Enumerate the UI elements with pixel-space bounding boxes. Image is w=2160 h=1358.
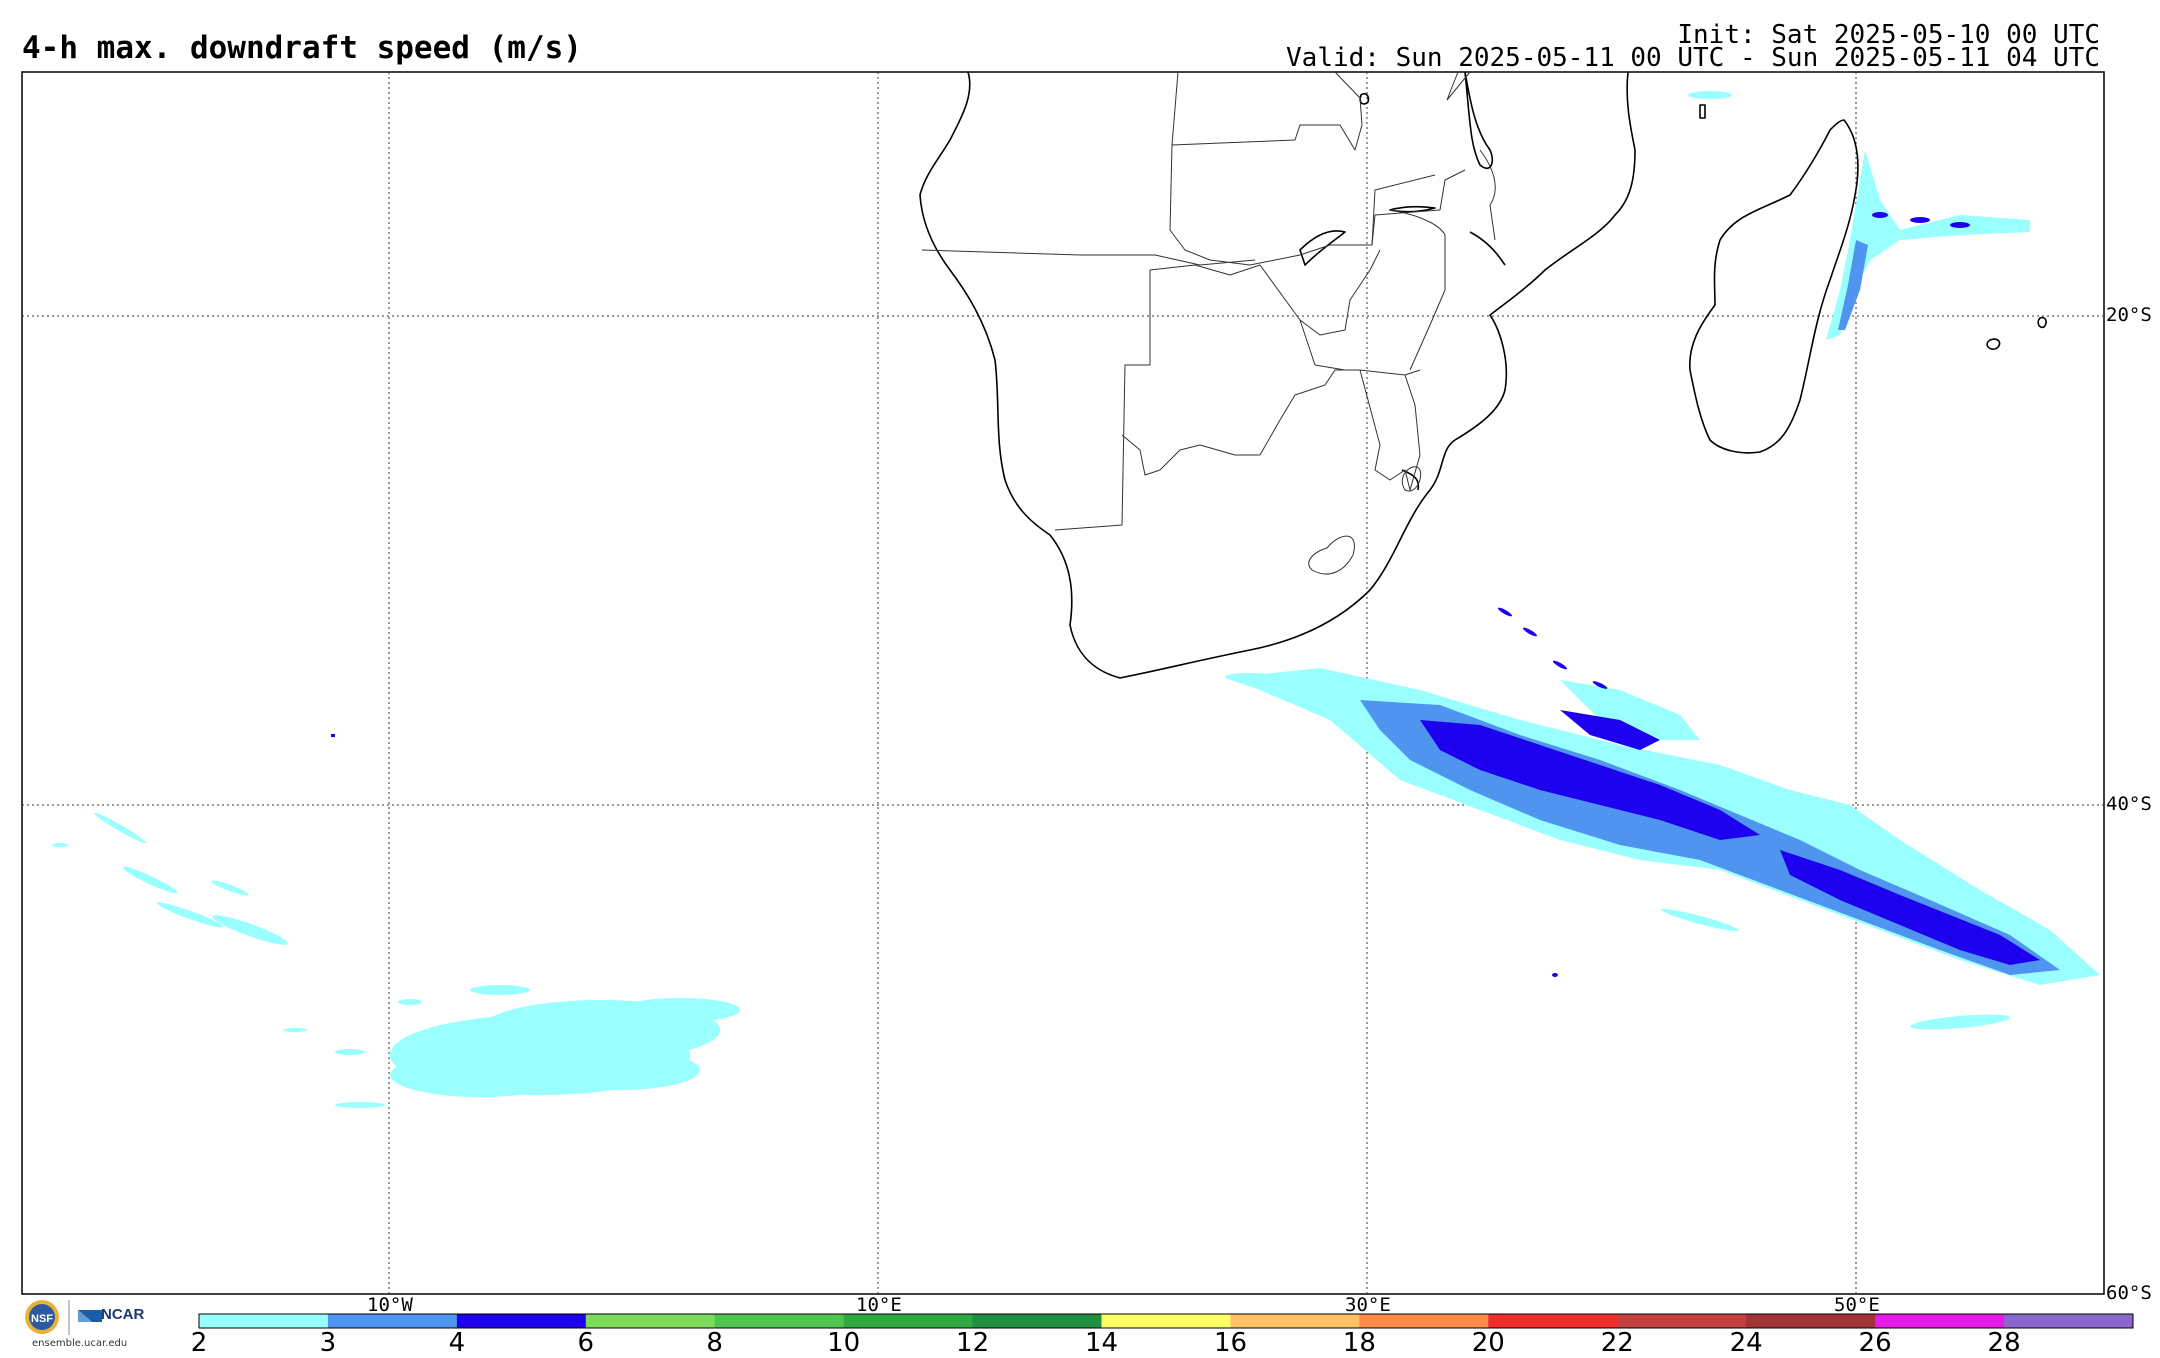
colorbar-tick-label: 18: [1342, 1328, 1376, 1358]
colorbar-tick-label: 6: [577, 1328, 595, 1358]
ncar-logo-text: NCAR: [101, 1306, 145, 1323]
colorbar-swatch: [456, 1314, 587, 1328]
colorbar-swatch: [972, 1314, 1102, 1328]
lat-label-60s: 60°S: [2106, 1282, 2152, 1304]
colorbar-tick-label: 4: [448, 1328, 466, 1358]
colorbar-swatch: [1617, 1314, 1747, 1328]
nsf-logo: NSF: [25, 1300, 59, 1334]
coastlines: [919, 71, 2047, 679]
colorbar-swatch: [199, 1314, 329, 1328]
map-frame: [21, 71, 2105, 1295]
ncar-logo-mark: [78, 1310, 102, 1322]
colorbar-tick-label: 12: [956, 1328, 990, 1358]
colorbar-swatch: [714, 1314, 845, 1328]
downdraft-madagascar: [1688, 91, 2030, 340]
valid-time: Valid: Sun 2025-05-11 00 UTC - Sun 2025-…: [1286, 43, 2100, 73]
colorbar-tick-label: 14: [1084, 1328, 1119, 1358]
colorbar-swatch: [1359, 1314, 1489, 1328]
colorbar-tick-label: 8: [706, 1328, 723, 1358]
lon-label-30e: 30°E: [1345, 1294, 1391, 1316]
colorbar-tick-label: 10: [827, 1328, 861, 1358]
colorbar-frame: [198, 1313, 2134, 1329]
lon-label-50e: 50°E: [1834, 1294, 1880, 1316]
colorbar-tick-label: 26: [1858, 1328, 1892, 1358]
lat-label-20s: 20°S: [2106, 304, 2152, 326]
colorbar-tick-label: 20: [1471, 1328, 1505, 1358]
colorbar-swatch: [2004, 1314, 2134, 1328]
colorbar-tick-label: 3: [319, 1328, 337, 1358]
colorbar-tick-label: 22: [1600, 1328, 1634, 1358]
downdraft-speck: [331, 734, 335, 737]
colorbar-swatch: [585, 1314, 716, 1328]
downdraft-patch-west: [52, 812, 740, 1108]
colorbar-swatch: [1746, 1314, 1876, 1328]
country-borders: [921, 71, 1496, 575]
colorbar-swatch: [1875, 1314, 2005, 1328]
lon-label-10e: 10°E: [856, 1294, 902, 1316]
colorbar-swatch: [1230, 1314, 1360, 1328]
colorbar-tick-label: 16: [1213, 1328, 1248, 1358]
colorbar-swatch: [1488, 1314, 1618, 1328]
init-time: Init: Sat 2025-05-10 00 UTC: [1677, 20, 2100, 50]
colorbar-tick-label: 2: [190, 1328, 208, 1358]
colorbar-tick-label: 28: [1987, 1328, 2021, 1358]
downdraft-band-southeast: [1225, 607, 2100, 1030]
nsf-logo-text: NSF: [31, 1313, 53, 1325]
ensemble-url: ensemble.ucar.edu: [32, 1338, 128, 1349]
colorbar: [199, 1314, 2134, 1328]
colorbar-tick-label: 24: [1729, 1328, 1763, 1358]
lat-label-40s: 40°S: [2106, 793, 2152, 815]
colorbar-swatch: [1101, 1314, 1231, 1328]
colorbar-swatch: [327, 1314, 458, 1328]
plot-title: 4-h max. downdraft speed (m/s): [22, 30, 582, 66]
lon-label-10w: 10°W: [367, 1294, 413, 1316]
colorbar-swatch: [843, 1314, 974, 1328]
